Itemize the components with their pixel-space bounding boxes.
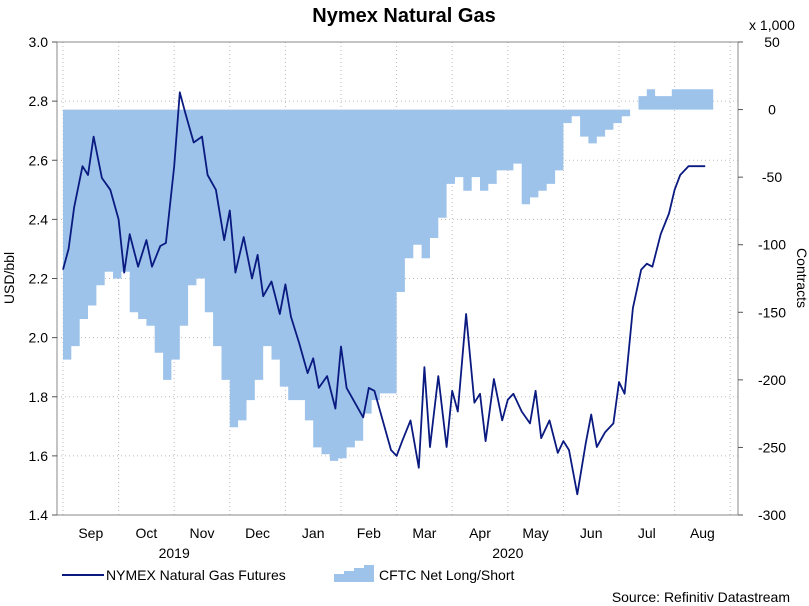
cftc-net-area (63, 89, 714, 461)
right-tick-label: 50 (764, 34, 780, 50)
x-month-label: Nov (190, 525, 215, 541)
right-tick-label: -50 (762, 169, 782, 185)
right-tick-label: -250 (758, 439, 786, 455)
left-tick-label: 1.4 (29, 507, 49, 523)
x-month-label: Oct (136, 525, 158, 541)
right-axis-ticks: -300 -250 -200 -150 -100 -50 0 50 (738, 34, 786, 523)
x-month-label: Jan (302, 525, 325, 541)
x-month-label: Mar (412, 525, 436, 541)
left-tick-label: 2.2 (29, 271, 49, 287)
left-tick-label: 2.4 (29, 211, 49, 227)
x-month-label: Jul (638, 525, 656, 541)
x-month-label: Aug (690, 525, 715, 541)
nymex-futures-line (62, 91, 706, 496)
x-month-label: Sep (78, 525, 103, 541)
right-axis-multiplier: x 1,000 (749, 17, 795, 33)
left-axis-ticks: 1.4 1.6 1.8 2.0 2.2 2.4 2.6 2.8 3.0 (29, 34, 57, 523)
left-tick-label: 1.8 (29, 389, 49, 405)
x-axis-ticks: Sep Oct Nov Dec Jan Feb Mar Apr May Jun Jul Aug 2019… (78, 525, 715, 561)
right-tick-label: -150 (758, 304, 786, 320)
right-tick-label: -100 (758, 237, 786, 253)
source-note: Source: Refinitiv Datastream (612, 589, 790, 605)
left-tick-label: 1.6 (29, 448, 49, 464)
right-tick-label: -200 (758, 372, 786, 388)
x-month-label: Jun (580, 525, 603, 541)
legend: NYMEX Natural Gas Futures CFTC Net Long/… (62, 565, 514, 583)
nymex-line-layer (62, 91, 706, 496)
cftc-area-layer (63, 89, 714, 461)
right-axis-label: Contracts (794, 248, 809, 308)
x-month-label: Dec (245, 525, 270, 541)
x-year-label: 2020 (492, 545, 523, 561)
x-month-label: Apr (469, 525, 491, 541)
chart-title: Nymex Natural Gas (312, 5, 495, 27)
right-tick-label: 0 (768, 102, 776, 118)
left-tick-label: 3.0 (29, 34, 49, 50)
x-month-label: Feb (357, 525, 381, 541)
left-tick-label: 2.6 (29, 152, 49, 168)
left-axis-label: USD/bbl (1, 252, 17, 304)
left-tick-label: 2.8 (29, 93, 49, 109)
right-tick-label: -300 (758, 507, 786, 523)
legend-label-cftc: CFTC Net Long/Short (379, 567, 514, 583)
x-year-label: 2019 (159, 545, 190, 561)
left-tick-label: 2.0 (29, 330, 49, 346)
legend-label-nymex: NYMEX Natural Gas Futures (106, 567, 286, 583)
x-month-label: May (522, 525, 548, 541)
legend-swatch-cftc (334, 565, 374, 582)
